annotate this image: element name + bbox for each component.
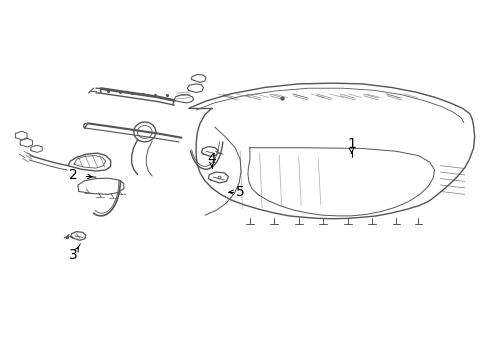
Text: 5: 5 [236, 185, 245, 199]
Text: 3: 3 [69, 248, 77, 262]
Text: 1: 1 [347, 137, 356, 151]
Text: 4: 4 [207, 152, 216, 166]
Text: 2: 2 [69, 168, 77, 182]
